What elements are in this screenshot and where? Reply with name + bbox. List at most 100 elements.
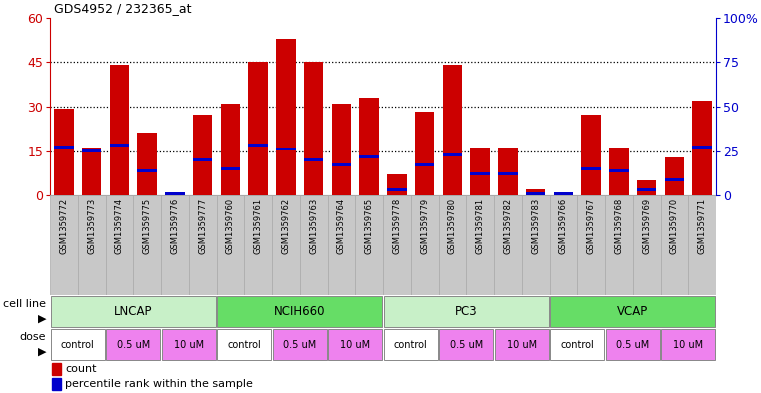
Bar xyxy=(78,195,106,295)
Bar xyxy=(52,363,62,375)
Bar xyxy=(415,163,435,166)
Bar xyxy=(276,39,295,195)
Text: GSM1359767: GSM1359767 xyxy=(587,198,596,254)
Bar xyxy=(273,329,326,360)
Bar xyxy=(550,296,715,327)
Bar xyxy=(632,195,661,295)
Bar xyxy=(494,195,522,295)
Bar xyxy=(161,195,189,295)
Bar xyxy=(50,195,78,295)
Bar xyxy=(605,195,632,295)
Text: percentile rank within the sample: percentile rank within the sample xyxy=(65,379,253,389)
Bar xyxy=(688,195,716,295)
Bar xyxy=(189,195,216,295)
Bar xyxy=(578,195,605,295)
Text: 0.5 uM: 0.5 uM xyxy=(116,340,150,349)
Bar xyxy=(54,146,74,149)
Bar xyxy=(387,174,406,195)
Bar xyxy=(276,147,295,151)
Bar xyxy=(133,195,161,295)
Bar xyxy=(554,192,573,195)
Text: cell line: cell line xyxy=(3,299,46,309)
Text: GSM1359761: GSM1359761 xyxy=(253,198,263,254)
Text: GDS4952 / 232365_at: GDS4952 / 232365_at xyxy=(54,2,191,15)
Bar xyxy=(661,195,688,295)
Text: ▶: ▶ xyxy=(38,347,46,357)
Bar xyxy=(664,178,684,180)
Text: GSM1359770: GSM1359770 xyxy=(670,198,679,254)
Bar xyxy=(165,192,185,195)
Bar xyxy=(549,195,578,295)
Text: GSM1359780: GSM1359780 xyxy=(448,198,457,254)
Text: control: control xyxy=(394,340,428,349)
Bar xyxy=(550,329,604,360)
Bar xyxy=(443,65,462,195)
Bar xyxy=(52,378,62,390)
Bar xyxy=(384,296,549,327)
Text: control: control xyxy=(61,340,94,349)
Bar xyxy=(498,172,517,175)
Bar xyxy=(327,195,355,295)
Bar xyxy=(51,329,105,360)
Text: dose: dose xyxy=(20,332,46,342)
Bar xyxy=(526,189,546,195)
Text: GSM1359777: GSM1359777 xyxy=(198,198,207,254)
Bar xyxy=(221,103,240,195)
Text: GSM1359764: GSM1359764 xyxy=(337,198,346,254)
Bar xyxy=(581,116,601,195)
Bar xyxy=(359,97,379,195)
Text: GSM1359771: GSM1359771 xyxy=(698,198,707,254)
Text: GSM1359775: GSM1359775 xyxy=(142,198,151,254)
Bar xyxy=(439,329,493,360)
Bar xyxy=(637,188,656,191)
Bar xyxy=(581,167,601,170)
Text: control: control xyxy=(228,340,261,349)
Text: 0.5 uM: 0.5 uM xyxy=(450,340,483,349)
Bar xyxy=(216,195,244,295)
Text: GSM1359763: GSM1359763 xyxy=(309,198,318,254)
Text: ▶: ▶ xyxy=(38,314,46,324)
Bar xyxy=(248,144,268,147)
Text: 10 uM: 10 uM xyxy=(174,340,204,349)
Bar xyxy=(162,329,215,360)
Bar xyxy=(304,62,323,195)
Text: GSM1359760: GSM1359760 xyxy=(226,198,235,254)
Text: NCIH660: NCIH660 xyxy=(274,305,326,318)
Bar xyxy=(304,158,323,161)
Bar xyxy=(82,148,101,195)
Bar xyxy=(466,195,494,295)
Text: GSM1359776: GSM1359776 xyxy=(170,198,180,254)
Bar xyxy=(609,169,629,172)
Bar xyxy=(359,154,379,158)
Text: 10 uM: 10 uM xyxy=(673,340,703,349)
Bar xyxy=(51,296,215,327)
Bar xyxy=(443,153,462,156)
Text: GSM1359774: GSM1359774 xyxy=(115,198,124,254)
Bar xyxy=(332,103,351,195)
Text: 10 uM: 10 uM xyxy=(507,340,537,349)
Bar xyxy=(193,116,212,195)
Bar xyxy=(526,192,546,195)
Text: 0.5 uM: 0.5 uM xyxy=(283,340,317,349)
Bar xyxy=(107,329,160,360)
Bar xyxy=(218,329,271,360)
Bar xyxy=(470,172,490,175)
Bar xyxy=(637,180,656,195)
Text: GSM1359769: GSM1359769 xyxy=(642,198,651,254)
Bar xyxy=(554,192,573,195)
Bar xyxy=(606,329,660,360)
Text: GSM1359781: GSM1359781 xyxy=(476,198,485,254)
Text: PC3: PC3 xyxy=(455,305,478,318)
Text: GSM1359778: GSM1359778 xyxy=(393,198,401,254)
Bar xyxy=(300,195,327,295)
Bar xyxy=(438,195,466,295)
Bar xyxy=(138,133,157,195)
Bar xyxy=(110,65,129,195)
Bar xyxy=(664,157,684,195)
Bar xyxy=(218,296,382,327)
Bar xyxy=(693,101,712,195)
Bar xyxy=(415,112,435,195)
Bar xyxy=(332,163,351,166)
Bar xyxy=(609,148,629,195)
Bar xyxy=(498,148,517,195)
